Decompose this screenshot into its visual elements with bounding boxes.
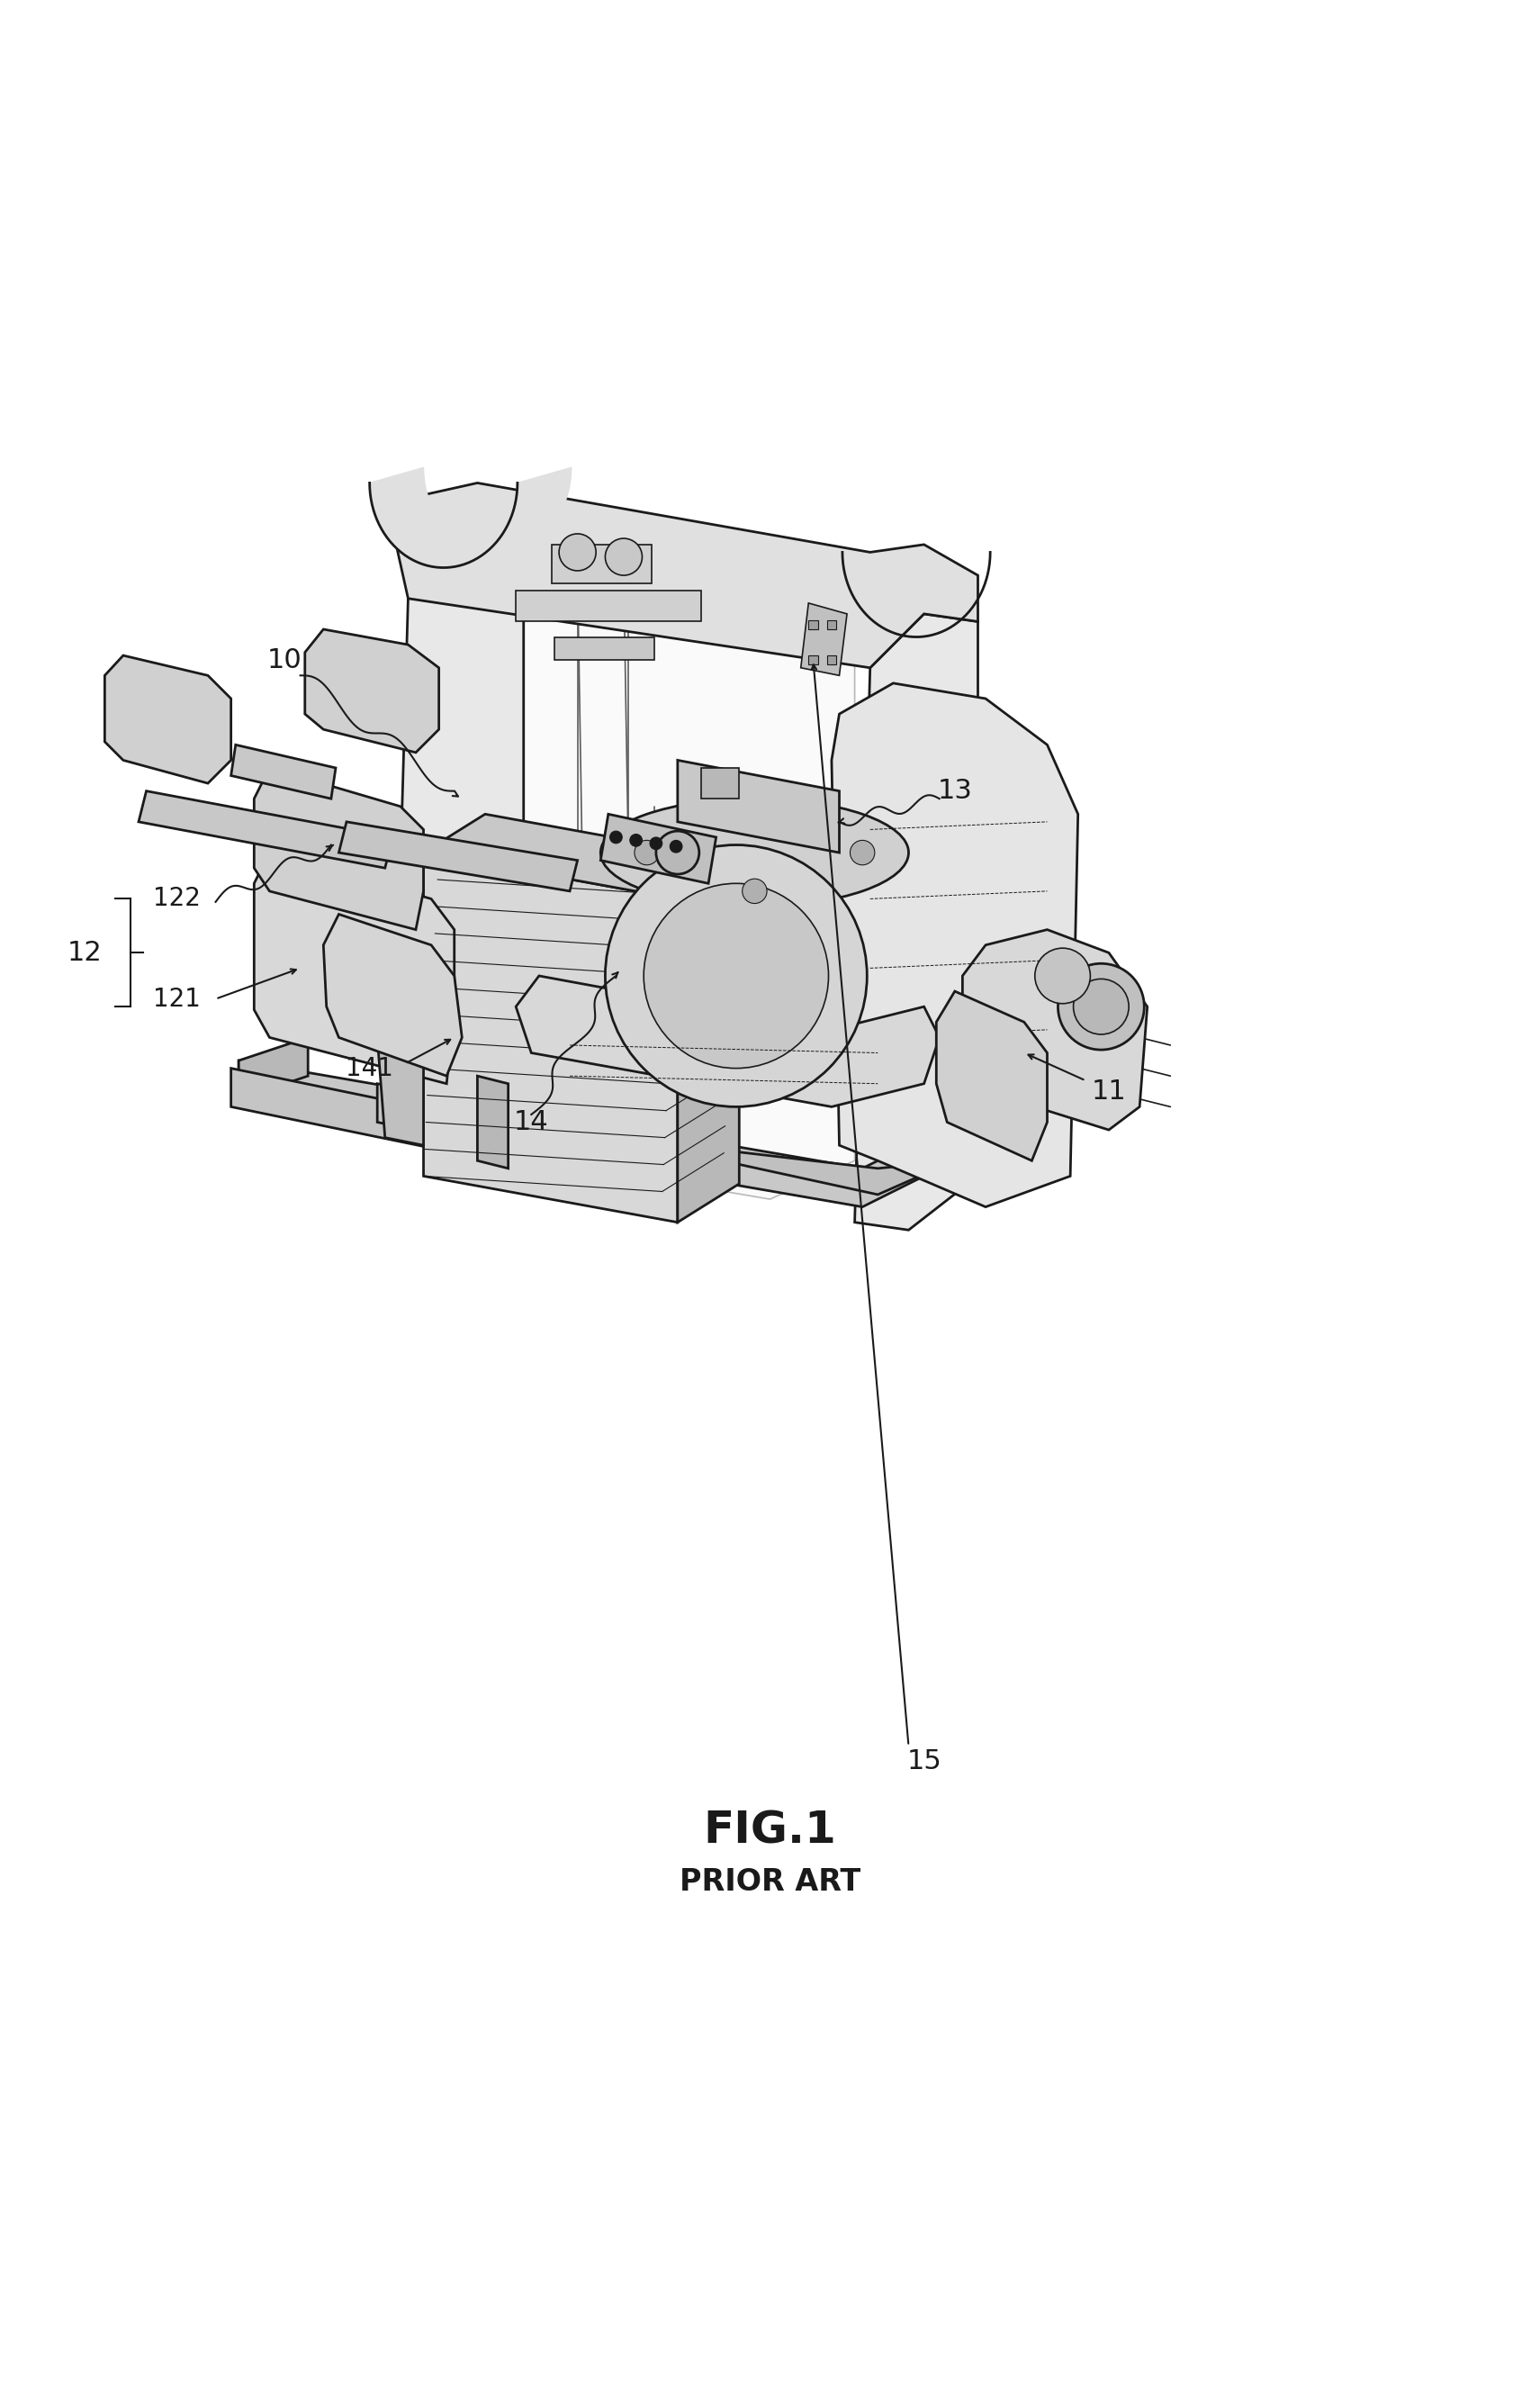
Polygon shape: [424, 853, 678, 1222]
Polygon shape: [936, 991, 1047, 1161]
Circle shape: [670, 841, 682, 853]
Polygon shape: [601, 815, 716, 884]
Polygon shape: [393, 484, 978, 667]
Polygon shape: [239, 1037, 308, 1099]
Bar: [554, 636, 654, 660]
Ellipse shape: [601, 798, 909, 906]
Circle shape: [656, 832, 699, 875]
Polygon shape: [305, 629, 439, 753]
Polygon shape: [370, 467, 571, 567]
Polygon shape: [393, 546, 524, 1146]
Circle shape: [650, 836, 662, 851]
Polygon shape: [323, 915, 462, 1077]
Bar: [808, 620, 818, 629]
Polygon shape: [254, 767, 424, 929]
Circle shape: [559, 534, 596, 572]
Polygon shape: [678, 860, 739, 1222]
Polygon shape: [377, 1025, 424, 1146]
Text: 141: 141: [346, 1056, 393, 1082]
Polygon shape: [408, 553, 855, 1199]
Circle shape: [742, 801, 767, 827]
Polygon shape: [424, 815, 739, 898]
Circle shape: [1035, 948, 1090, 1003]
Bar: [551, 546, 651, 584]
Polygon shape: [962, 929, 1147, 1130]
Bar: [808, 655, 818, 665]
Circle shape: [850, 841, 875, 865]
Polygon shape: [477, 1077, 508, 1168]
Polygon shape: [855, 615, 978, 1230]
Bar: [516, 591, 701, 622]
Polygon shape: [254, 853, 454, 1084]
Text: 15: 15: [907, 1749, 941, 1775]
Polygon shape: [139, 791, 393, 867]
Bar: [701, 767, 739, 798]
Bar: [827, 620, 836, 629]
Polygon shape: [678, 760, 839, 853]
Bar: [827, 655, 836, 665]
Polygon shape: [231, 1068, 493, 1161]
Polygon shape: [801, 603, 847, 674]
Polygon shape: [832, 684, 1078, 1206]
Circle shape: [1058, 963, 1144, 1051]
Circle shape: [634, 841, 659, 865]
Text: PRIOR ART: PRIOR ART: [679, 1866, 861, 1897]
Circle shape: [1073, 979, 1129, 1034]
Circle shape: [742, 879, 767, 903]
Polygon shape: [105, 655, 231, 784]
Polygon shape: [616, 1137, 955, 1194]
Text: 14: 14: [514, 1108, 548, 1134]
Polygon shape: [239, 1060, 955, 1206]
Text: 13: 13: [938, 777, 972, 803]
Circle shape: [605, 846, 867, 1106]
Circle shape: [605, 539, 642, 574]
Text: 12: 12: [68, 939, 102, 965]
Text: 121: 121: [154, 987, 200, 1010]
Polygon shape: [339, 822, 578, 891]
Text: 11: 11: [1092, 1079, 1126, 1103]
Text: 10: 10: [268, 648, 302, 672]
Text: FIG.1: FIG.1: [704, 1809, 836, 1852]
Polygon shape: [516, 977, 939, 1106]
Polygon shape: [377, 1084, 608, 1168]
Circle shape: [630, 834, 642, 846]
Circle shape: [644, 884, 829, 1068]
Circle shape: [610, 832, 622, 844]
Text: 122: 122: [154, 886, 200, 910]
Polygon shape: [231, 746, 336, 798]
